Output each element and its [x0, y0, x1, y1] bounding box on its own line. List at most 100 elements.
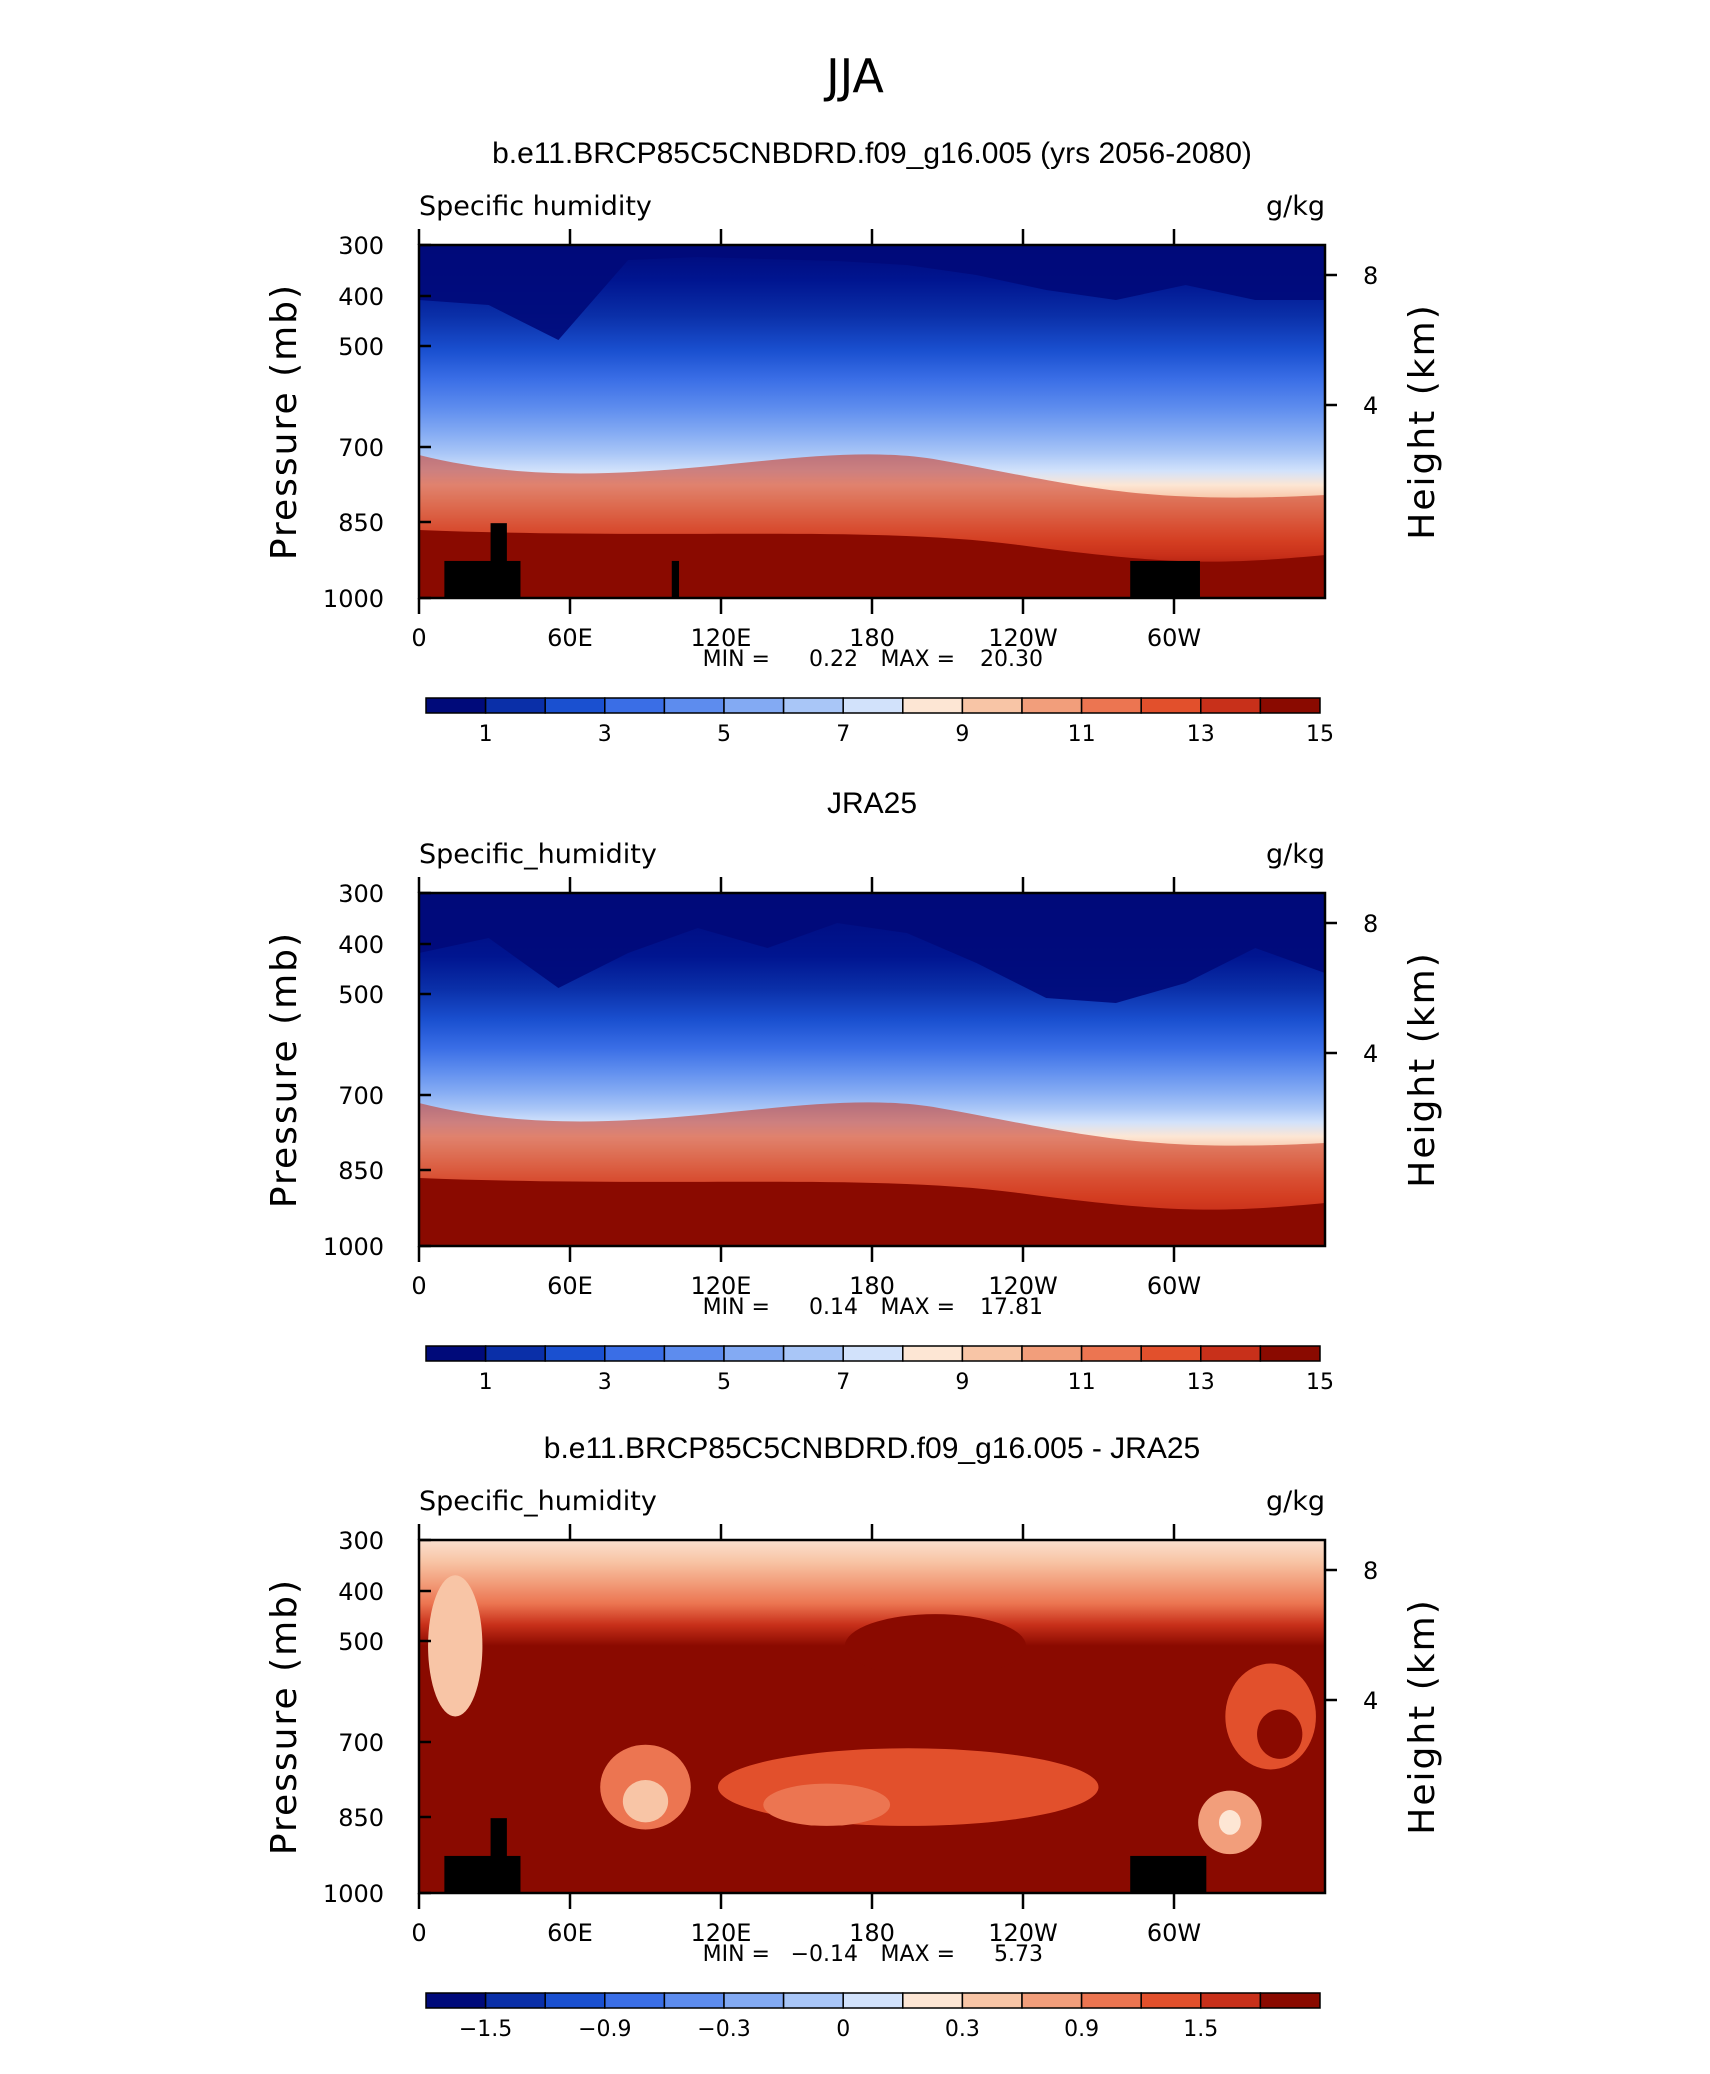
colorbar-box [484, 697, 546, 714]
colorbar-box [663, 1345, 725, 1362]
colorbar-label: −0.9 [578, 2017, 631, 2042]
colorbar-box [1140, 1992, 1202, 2009]
y-axis-title: Pressure (mb) [264, 1578, 305, 1855]
y-tick-label: 500 [338, 981, 384, 1009]
x-tick-label: 60W [1147, 624, 1201, 652]
max-label: MAX = [880, 647, 955, 672]
colorbar-label: 13 [1187, 1370, 1215, 1395]
y-axis-title: Pressure (mb) [264, 931, 305, 1208]
colorbar-box [604, 1345, 666, 1362]
y2-tick-label: 8 [1363, 1557, 1378, 1585]
terrain-mask [1130, 1855, 1207, 1893]
min-label: MIN = [703, 1295, 770, 1320]
contour-patch [844, 1614, 1027, 1678]
colorbar-label: 7 [836, 1370, 850, 1395]
colorbar-box [663, 697, 725, 714]
colorbar-box [1200, 1345, 1262, 1362]
colorbar-label: −1.5 [459, 2017, 512, 2042]
contour-patch [428, 1575, 483, 1717]
y-tick-label: 300 [338, 880, 384, 908]
colorbar-label: 11 [1068, 1370, 1096, 1395]
colorbar-box [723, 1992, 785, 2009]
contour-patch [622, 1780, 669, 1823]
colorbar-box [902, 1992, 964, 2009]
y2-axis-title: Height (km) [1402, 1598, 1443, 1834]
terrain-mask [671, 560, 680, 598]
y-tick-label: 1000 [323, 1880, 384, 1908]
y-tick-label: 850 [338, 509, 384, 537]
colorbar-label: 3 [598, 722, 612, 747]
colorbar-label: 7 [836, 722, 850, 747]
panel-1: b.e11.BRCP85C5CNBDRD.f09_g16.005 (yrs 20… [264, 137, 1443, 747]
colorbar-box [1080, 1345, 1142, 1362]
min-value: −0.14 [791, 1942, 858, 1967]
colorbar-box [782, 697, 844, 714]
colorbar-box [1200, 697, 1262, 714]
colorbar-label: −0.3 [697, 2017, 750, 2042]
y-axis-title: Pressure (mb) [264, 283, 305, 560]
colorbar-box [1021, 1992, 1083, 2009]
colorbar-label: 9 [955, 722, 969, 747]
variable-label: Specific_humidity [419, 1486, 657, 1517]
y-tick-label: 1000 [323, 1233, 384, 1261]
x-tick-label: 60W [1147, 1272, 1201, 1300]
terrain-mask [490, 1818, 507, 1893]
contour-patch [1218, 1810, 1241, 1835]
colorbar-box [544, 697, 606, 714]
units-label: g/kg [1266, 839, 1325, 870]
colorbar-box [842, 1992, 904, 2009]
min-label: MIN = [703, 1942, 770, 1967]
colorbar-box [842, 1345, 904, 1362]
contour-patch [763, 1783, 891, 1826]
y2-tick-label: 8 [1363, 910, 1378, 938]
figure-title: JJA [823, 49, 884, 103]
x-tick-label: 60E [547, 1919, 593, 1947]
colorbar-box [961, 1345, 1023, 1362]
y-tick-label: 300 [338, 1527, 384, 1555]
field-background [419, 1540, 1325, 1893]
colorbar: 1 3 5 7 9 11 13 15 [425, 697, 1334, 747]
y-tick-label: 700 [338, 1082, 384, 1110]
colorbar: 1 3 5 7 9 11 13 15 [425, 1345, 1334, 1395]
colorbar-box [1140, 1345, 1202, 1362]
colorbar-label: 5 [717, 1370, 731, 1395]
contour-patch [1257, 1709, 1303, 1759]
x-tick-label: 0 [411, 1919, 426, 1947]
upper-dry-band [419, 245, 1325, 340]
x-tick-label: 120E [691, 1919, 752, 1947]
colorbar-box [961, 1992, 1023, 2009]
y-tick-label: 400 [338, 283, 384, 311]
contour-field [419, 1540, 1325, 1893]
y2-axis-title: Height (km) [1402, 951, 1443, 1187]
surface-moist-core [419, 1178, 1325, 1246]
colorbar-box [1021, 1345, 1083, 1362]
colorbar-label: 9 [955, 1370, 969, 1395]
colorbar-box [782, 1345, 844, 1362]
colorbar-box [1080, 697, 1142, 714]
colorbar-box [604, 697, 666, 714]
colorbar-box [1140, 697, 1202, 714]
surface-moist-core [419, 530, 1325, 598]
min-label: MIN = [703, 647, 770, 672]
x-tick-label: 0 [411, 624, 426, 652]
y-tick-label: 850 [338, 1157, 384, 1185]
colorbar-box [604, 1992, 666, 2009]
colorbar-label: 5 [717, 722, 731, 747]
terrain-mask [444, 560, 521, 598]
y-tick-label: 500 [338, 1628, 384, 1656]
max-label: MAX = [880, 1295, 955, 1320]
y2-tick-label: 4 [1363, 1687, 1378, 1715]
colorbar-label: 3 [598, 1370, 612, 1395]
colorbar-box [484, 1992, 546, 2009]
y-tick-label: 300 [338, 232, 384, 260]
max-value: 17.81 [980, 1295, 1043, 1320]
upper-dry-band [419, 893, 1325, 1003]
colorbar-box [902, 1345, 964, 1362]
colorbar-box [961, 697, 1023, 714]
panel-3: b.e11.BRCP85C5CNBDRD.f09_g16.005 - JRA25… [264, 1432, 1443, 2042]
terrain-mask [444, 1855, 521, 1893]
colorbar-box [723, 697, 785, 714]
max-label: MAX = [880, 1942, 955, 1967]
x-tick-label: 180 [849, 1272, 895, 1300]
